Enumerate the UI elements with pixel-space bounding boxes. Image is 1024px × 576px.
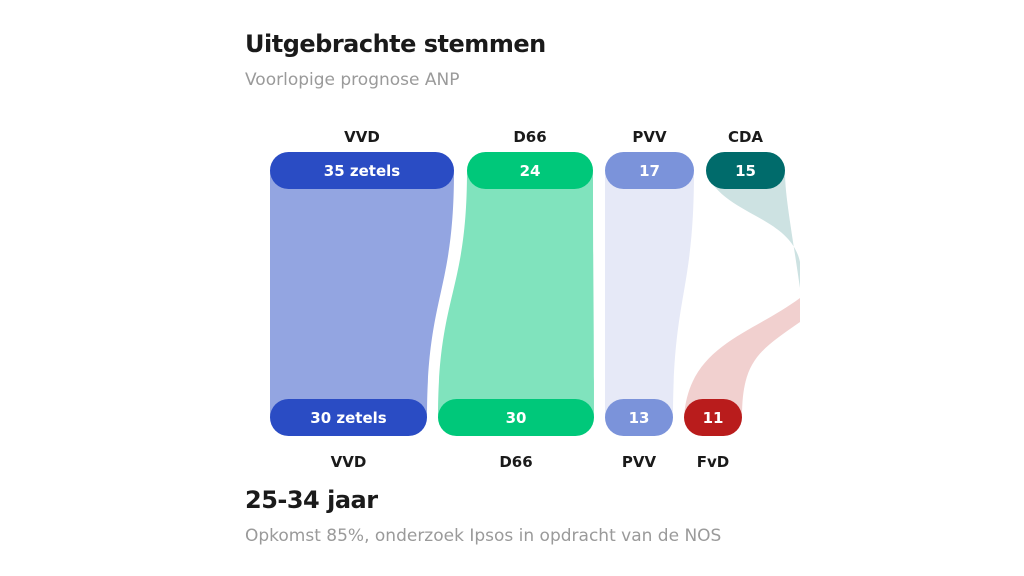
flow-cda-out (706, 171, 800, 288)
top-d66-pill-bar (467, 152, 593, 189)
chart-title: Uitgebrachte stemmen (245, 30, 546, 58)
top-cda-pill-bar (706, 152, 785, 189)
bottom-d66-pill-bar (438, 399, 594, 436)
bottom-d66-pill-value: 30 (506, 409, 527, 427)
bottom-pvv-pill: 13 (605, 399, 673, 436)
top-pvv-pill-bar (605, 152, 694, 189)
top-d66-label: D66 (513, 128, 546, 146)
flow-fvd-in (684, 298, 800, 417)
group-title: 25-34 jaar (245, 486, 378, 514)
bottom-fvd-pill: 11 (684, 399, 742, 436)
top-vvd-pill-bar (270, 152, 454, 189)
top-cda-pill: 15 (706, 152, 785, 189)
bottom-pvv-pill-value: 13 (629, 409, 650, 427)
bottom-d66-pill: 30 (438, 399, 594, 436)
chart-subtitle: Voorlopige prognose ANP (245, 70, 460, 90)
top-cda-pill-value: 15 (735, 162, 756, 180)
top-cda-label: CDA (728, 128, 763, 146)
flow-pvv (605, 170, 694, 418)
bottom-fvd-pill-value: 11 (703, 409, 724, 427)
bottom-vvd-pill: 30 zetels (270, 399, 427, 436)
bottom-d66-label: D66 (499, 453, 532, 471)
top-pvv-pill-value: 17 (639, 162, 660, 180)
bottom-vvd-pill-value: 30 zetels (310, 409, 386, 427)
bottom-pvv-label: PVV (622, 453, 657, 471)
top-d66-pill-value: 24 (520, 162, 541, 180)
bottom-vvd-pill-bar (270, 399, 427, 436)
top-vvd-pill-value: 35 zetels (324, 162, 400, 180)
group-subtitle: Opkomst 85%, onderzoek Ipsos in opdracht… (245, 526, 722, 546)
bottom-pvv-pill-bar (605, 399, 673, 436)
top-d66-pill: 24 (467, 152, 593, 189)
bottom-fvd-label: FvD (697, 453, 729, 471)
top-vvd-label: VVD (344, 128, 380, 146)
top-pvv-pill: 17 (605, 152, 694, 189)
flow-d66 (438, 170, 594, 418)
top-pvv-label: PVV (632, 128, 667, 146)
bottom-vvd-label: VVD (331, 453, 367, 471)
bottom-fvd-pill-bar (684, 399, 742, 436)
flow-vvd (270, 170, 454, 418)
top-vvd-pill: 35 zetels (270, 152, 454, 189)
